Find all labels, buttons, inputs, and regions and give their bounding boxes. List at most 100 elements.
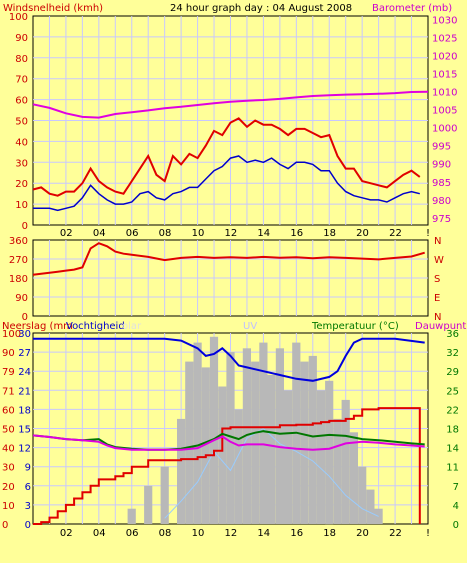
- temperature-y-tick: 0: [453, 520, 459, 531]
- temperature-axis-title: Temperatuur (°C): [311, 321, 399, 332]
- humidity-y-tick: 24: [18, 367, 31, 378]
- left-axis-title: Windsnelheid (kmh): [3, 3, 103, 14]
- x-tick-label: 10: [192, 528, 205, 539]
- solar-bar: [218, 386, 227, 524]
- temperature-y-tick: 11: [446, 463, 459, 474]
- wind-y-tick: 90: [15, 33, 28, 44]
- rain-y-tick: 50: [2, 425, 15, 436]
- solar-legend: olar: [122, 321, 142, 332]
- rain-line: [33, 407, 421, 525]
- solar-bar: [226, 352, 235, 524]
- gust-line: [32, 117, 421, 197]
- x-tick-label: 22: [389, 228, 402, 239]
- solar-bar: [366, 489, 375, 524]
- wind-y-tick: 20: [15, 179, 28, 190]
- temperature-y-tick: 22: [446, 405, 459, 416]
- humidity-y-tick: 9: [25, 463, 31, 474]
- temperature-y-tick: 18: [446, 425, 459, 436]
- compass-tick: S: [434, 274, 440, 285]
- wind-y-tick: 60: [15, 96, 28, 107]
- barometer-y-tick: 1010: [432, 88, 457, 99]
- rain-y-tick: 0: [2, 520, 8, 531]
- x-tick-label: 02: [60, 528, 73, 539]
- direction-y-tick: 90: [15, 293, 28, 304]
- solar-bar: [144, 485, 153, 524]
- x-tick-label: 14: [257, 228, 270, 239]
- solar-bar: [185, 361, 194, 524]
- wind-y-tick: 70: [15, 75, 28, 86]
- barometer-y-tick: 1020: [432, 52, 457, 63]
- humidity-line: [33, 337, 425, 382]
- uv-line: [164, 427, 379, 519]
- direction-y-tick: 270: [9, 255, 28, 266]
- x-tick-label: 04: [93, 228, 106, 239]
- compass-tick: N: [434, 236, 441, 247]
- solar-bar: [127, 508, 136, 524]
- solar-bar: [325, 380, 334, 525]
- solar-bar: [308, 355, 317, 524]
- temperature-y-tick: 4: [453, 501, 459, 512]
- humidity-y-tick: 0: [25, 520, 31, 531]
- temperature-y-tick: 32: [446, 348, 459, 359]
- barometer-y-tick: 1025: [432, 34, 457, 45]
- x-tick-label: 02: [60, 228, 73, 239]
- wind-y-tick: 0: [22, 221, 28, 232]
- x-tick-label: !: [426, 528, 430, 539]
- solar-bar: [341, 399, 350, 524]
- dewpoint-line: [32, 434, 425, 451]
- x-tick-label: 20: [356, 228, 369, 239]
- rain-y-tick: 90: [2, 348, 15, 359]
- uv-legend: UV: [243, 321, 257, 332]
- solar-bar: [267, 375, 276, 524]
- direction-y-tick: 360: [9, 236, 28, 247]
- x-tick-label: 20: [356, 528, 369, 539]
- rain-y-tick: 60: [2, 405, 15, 416]
- wind-y-tick: 100: [9, 12, 28, 23]
- rain-y-tick: 79: [2, 367, 15, 378]
- x-tick-label: 06: [126, 528, 139, 539]
- x-tick-label: 04: [93, 528, 106, 539]
- compass-tick: E: [434, 293, 440, 304]
- compass-tick: W: [434, 255, 444, 266]
- temperature-y-tick: 29: [446, 367, 459, 378]
- right-axis-title: Barometer (mb): [372, 3, 452, 14]
- x-tick-label: 16: [290, 228, 303, 239]
- barometer-y-tick: 980: [432, 196, 451, 207]
- rain-y-tick: 10: [2, 501, 15, 512]
- barometer-y-tick: 1015: [432, 70, 457, 81]
- x-tick-label: 12: [225, 228, 238, 239]
- x-tick-label: 16: [290, 528, 303, 539]
- series-layer: [32, 90, 429, 525]
- direction-y-tick: 180: [9, 274, 28, 285]
- solar-bar: [358, 466, 367, 524]
- chart-title: 24 hour graph day : 04 August 2008: [170, 3, 352, 14]
- x-tick-label: 08: [159, 528, 172, 539]
- temperature-y-tick: 14: [446, 444, 459, 455]
- wind-y-tick: 80: [15, 54, 28, 65]
- wind-y-tick: 30: [15, 158, 28, 169]
- barometer-y-tick: 975: [432, 214, 451, 225]
- temperature-y-tick: 36: [446, 329, 459, 340]
- barometer-y-tick: 1005: [432, 106, 457, 117]
- temperature-line: [32, 430, 425, 451]
- barometer-y-tick: 985: [432, 178, 451, 189]
- rain-y-tick: 71: [2, 386, 15, 397]
- solar-bar: [193, 342, 202, 524]
- solar-bar: [349, 432, 358, 524]
- x-tick-label: 06: [126, 228, 139, 239]
- humidity-y-tick: 12: [18, 444, 31, 455]
- temperature-y-tick: 25: [446, 386, 459, 397]
- solar-bar: [160, 466, 169, 524]
- solar-bar: [284, 390, 293, 524]
- solar-bar: [242, 348, 251, 524]
- direction-y-tick: 0: [22, 312, 28, 323]
- temperature-y-tick: 7: [453, 482, 459, 493]
- x-tick-label: 22: [389, 528, 402, 539]
- solar-bar: [177, 418, 186, 524]
- humidity-y-tick: 21: [18, 386, 31, 397]
- axis-labels-layer: 02 04 06 08 10 12 14 16 18 20 22 !02 04 06 08 10 12 14 16 1…: [2, 12, 459, 539]
- solar-bar: [300, 361, 309, 524]
- barometer-y-tick: 990: [432, 160, 451, 171]
- solar-bar: [201, 367, 210, 524]
- rain-y-tick: 30: [2, 463, 15, 474]
